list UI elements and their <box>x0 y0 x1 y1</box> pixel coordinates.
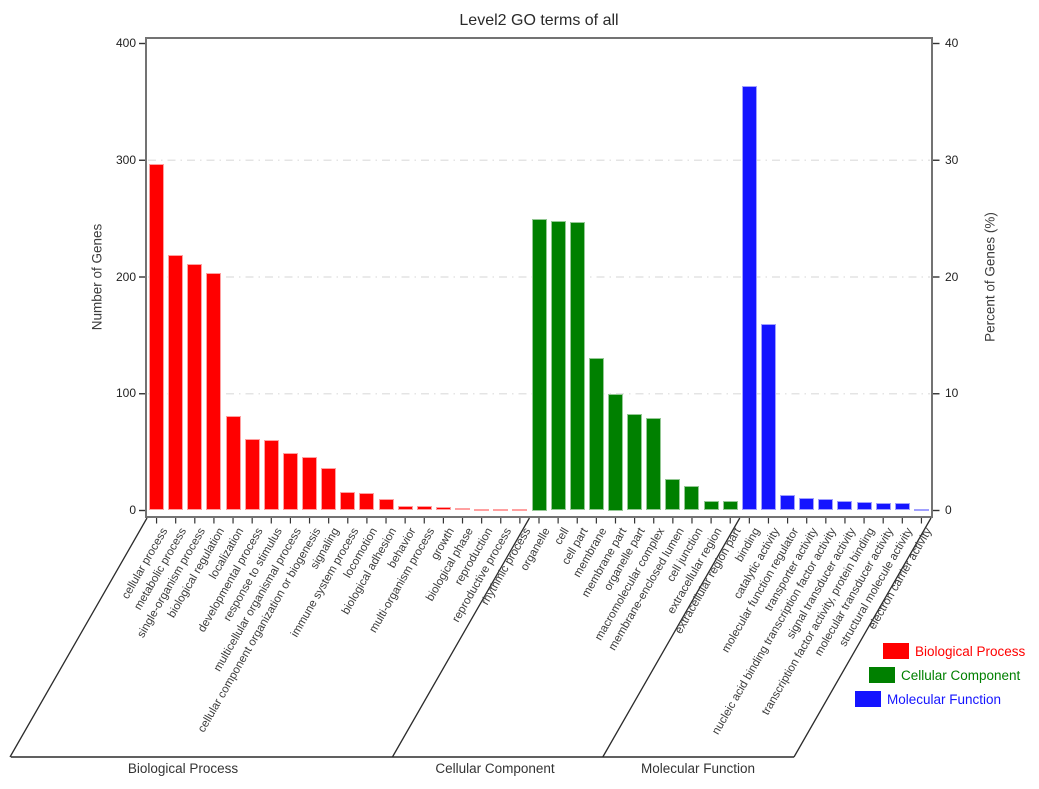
bar <box>894 503 910 511</box>
bar <box>206 273 222 511</box>
bar <box>187 264 203 511</box>
y-axis-tick-label-left: 0 <box>129 503 136 517</box>
legend-swatch <box>855 691 881 707</box>
bar <box>607 393 623 511</box>
bar <box>703 501 719 511</box>
y-axis-tick-label-right: 0 <box>945 503 952 517</box>
group-label: Biological Process <box>127 761 239 776</box>
bar <box>856 502 872 511</box>
bar <box>760 323 776 511</box>
bar <box>837 501 853 511</box>
y-axis-tick-label-right: 10 <box>945 386 959 401</box>
bar <box>665 478 681 511</box>
bar <box>550 220 566 511</box>
y-axis-tick-label-left: 100 <box>115 386 136 401</box>
chart-title: Level2 GO terms of all <box>459 12 619 29</box>
bar <box>378 498 394 511</box>
legend-swatch <box>869 667 895 683</box>
bar <box>455 508 470 511</box>
legend-label: Cellular Component <box>901 668 1021 683</box>
bar <box>321 468 337 511</box>
bar <box>588 357 604 511</box>
plot-frame <box>145 37 933 518</box>
bar <box>722 501 738 511</box>
bar <box>149 163 165 511</box>
bar <box>684 485 700 511</box>
legend-swatch <box>883 643 909 659</box>
bar <box>741 85 757 511</box>
bar <box>531 218 547 511</box>
bar <box>913 509 929 512</box>
y-axis-tick-label-right: 40 <box>945 36 959 50</box>
y-axis-tick-label-left: 400 <box>115 36 136 50</box>
bar <box>340 491 356 511</box>
bar <box>263 440 279 511</box>
bar <box>435 506 451 511</box>
legend-label: Molecular Function <box>887 692 1002 707</box>
bar <box>646 418 662 511</box>
y-axis-tick-label-left: 300 <box>115 152 136 167</box>
bar <box>416 505 432 511</box>
diagonal-divider-line <box>9 517 148 758</box>
bar <box>512 509 528 512</box>
bar <box>168 254 184 511</box>
y-axis-tick-label-left: 200 <box>115 269 136 284</box>
legend-label: Biological Process <box>915 644 1026 659</box>
bar <box>474 509 490 512</box>
y-axis-tick-label-right: 20 <box>945 269 959 284</box>
bar <box>627 413 643 511</box>
bar <box>282 453 298 511</box>
group-label: Cellular Component <box>435 761 555 776</box>
bar <box>780 495 796 511</box>
group-label: Molecular Function <box>640 761 756 776</box>
bar <box>569 222 585 511</box>
bar <box>359 492 375 511</box>
bar <box>818 498 834 511</box>
bar <box>799 497 815 511</box>
bar <box>397 505 413 511</box>
y-axis-tick-label-right: 30 <box>945 152 959 167</box>
bar <box>493 509 509 512</box>
bar <box>244 439 260 511</box>
bar <box>875 503 891 511</box>
bar <box>225 415 241 511</box>
bar <box>302 456 318 511</box>
